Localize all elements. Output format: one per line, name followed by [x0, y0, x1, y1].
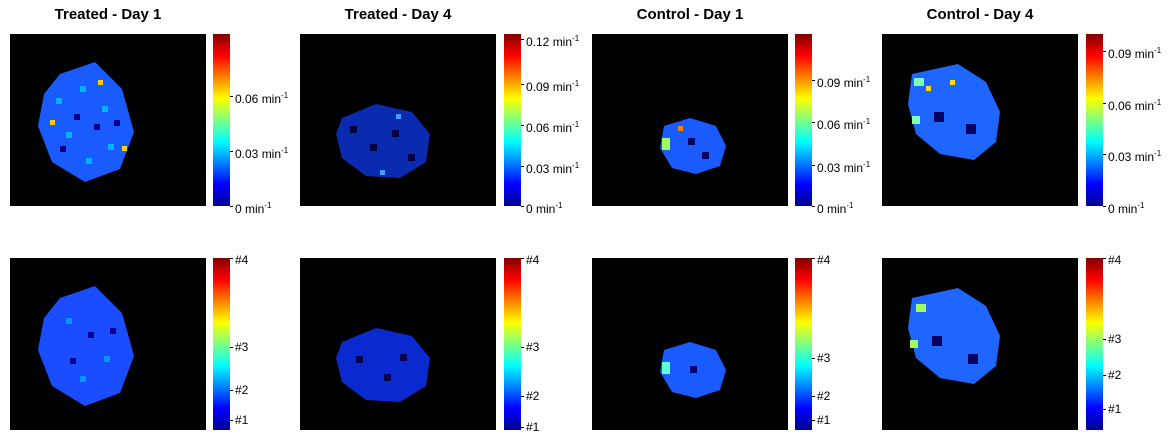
colorbar-tick-label: 0 min-1 — [235, 201, 272, 216]
colorbar-tick-label: #2 — [1108, 368, 1122, 382]
map-bottom-treated-day4 — [300, 258, 496, 430]
colorbar-tick-label: #3 — [1108, 332, 1122, 346]
colorbar-tick-mark — [812, 396, 815, 397]
colorbar-tick-label: 0.06 min-1 — [526, 120, 580, 135]
colorbar-bottom-treated-day1 — [213, 258, 230, 430]
colorbar-bottom-treated-day4 — [504, 258, 521, 430]
colorbar-tick-mark — [1103, 103, 1106, 104]
colorbar-tick-label: 0.03 min-1 — [817, 160, 871, 175]
map-top-treated-day1 — [10, 34, 206, 206]
colorbar-tick-mark — [812, 122, 815, 123]
colorbar-tick-mark — [1103, 206, 1106, 207]
panel-title-control-day4: Control - Day 4 — [926, 6, 1034, 23]
colorbar-tick-mark — [1103, 375, 1106, 376]
colorbar-tick-label: #4 — [817, 253, 831, 267]
colorbar-tick-label: #1 — [817, 413, 831, 427]
colorbar-tick-label: #4 — [1108, 253, 1122, 267]
tumor-region-control-day1 — [660, 118, 726, 174]
map-top-treated-day4 — [300, 34, 496, 206]
colorbar-tick-label: 0 min-1 — [1108, 201, 1145, 216]
colorbar-tick-mark — [521, 258, 524, 259]
tumor-region-bottom-treated-day4 — [336, 328, 430, 402]
colorbar-tick-mark — [230, 420, 233, 421]
colorbar-tick-mark — [230, 347, 233, 348]
tumor-region-treated-day1 — [38, 62, 134, 182]
colorbar-tick-mark — [521, 166, 524, 167]
colorbar-tick-mark — [230, 96, 233, 97]
colorbar-top-treated-day1 — [213, 34, 230, 206]
colorbar-tick-mark — [230, 390, 233, 391]
colorbar-tick-label: #1 — [235, 413, 249, 427]
map-bottom-control-day4 — [882, 258, 1078, 430]
tumor-region-treated-day4 — [336, 104, 430, 178]
colorbar-tick-mark — [230, 151, 233, 152]
colorbar-tick-label: #2 — [235, 383, 249, 397]
colorbar-tick-mark — [230, 258, 233, 259]
colorbar-tick-mark — [1103, 339, 1106, 340]
tumor-region-bottom-control-day1 — [660, 342, 726, 398]
tumor-region-bottom-control-day4 — [908, 288, 1000, 384]
colorbar-tick-label: #4 — [526, 253, 540, 267]
colorbar-tick-mark — [1103, 258, 1106, 259]
colorbar-tick-label: 0.09 min-1 — [526, 79, 580, 94]
colorbar-tick-label: 0.06 min-1 — [235, 91, 289, 106]
colorbar-tick-label: #1 — [1108, 402, 1122, 416]
colorbar-tick-mark — [812, 358, 815, 359]
colorbar-tick-mark — [521, 427, 524, 428]
colorbar-tick-mark — [812, 206, 815, 207]
map-top-control-day1 — [592, 34, 788, 206]
map-bottom-control-day1 — [592, 258, 788, 430]
colorbar-tick-label: 0.06 min-1 — [1108, 98, 1162, 113]
colorbar-top-control-day4 — [1086, 34, 1103, 206]
colorbar-tick-mark — [812, 420, 815, 421]
tumor-region-bottom-treated-day1 — [38, 286, 134, 406]
colorbar-tick-label: 0 min-1 — [817, 201, 854, 216]
colorbar-tick-label: 0.12 min-1 — [526, 34, 580, 49]
colorbar-tick-label: #2 — [817, 389, 831, 403]
colorbar-tick-label: 0.09 min-1 — [1108, 46, 1162, 61]
panel-title-treated-day1: Treated - Day 1 — [54, 6, 162, 23]
colorbar-top-treated-day4 — [504, 34, 521, 206]
colorbar-tick-mark — [230, 206, 233, 207]
colorbar-tick-mark — [812, 80, 815, 81]
colorbar-tick-mark — [521, 125, 524, 126]
colorbar-tick-mark — [1103, 51, 1106, 52]
colorbar-tick-mark — [521, 347, 524, 348]
colorbar-tick-label: #2 — [526, 389, 540, 403]
colorbar-bottom-control-day4 — [1086, 258, 1103, 430]
colorbar-tick-mark — [812, 258, 815, 259]
colorbar-tick-label: 0.03 min-1 — [235, 146, 289, 161]
colorbar-tick-mark — [521, 206, 524, 207]
colorbar-tick-mark — [812, 165, 815, 166]
colorbar-tick-label: #3 — [526, 340, 540, 354]
colorbar-bottom-control-day1 — [795, 258, 812, 430]
colorbar-tick-label: 0 min-1 — [526, 201, 563, 216]
colorbar-top-control-day1 — [795, 34, 812, 206]
colorbar-tick-label: 0.09 min-1 — [817, 75, 871, 90]
colorbar-tick-mark — [521, 84, 524, 85]
colorbar-tick-label: 0.03 min-1 — [526, 161, 580, 176]
colorbar-tick-label: 0.03 min-1 — [1108, 149, 1162, 164]
colorbar-tick-label: 0.06 min-1 — [817, 117, 871, 132]
colorbar-tick-mark — [521, 396, 524, 397]
colorbar-tick-mark — [1103, 409, 1106, 410]
colorbar-tick-mark — [521, 39, 524, 40]
panel-title-control-day1: Control - Day 1 — [636, 6, 744, 23]
map-top-control-day4 — [882, 34, 1078, 206]
colorbar-tick-label: #1 — [526, 420, 540, 434]
colorbar-tick-label: #4 — [235, 253, 249, 267]
colorbar-tick-label: #3 — [817, 351, 831, 365]
tumor-region-control-day4 — [908, 64, 1000, 160]
panel-title-treated-day4: Treated - Day 4 — [344, 6, 452, 23]
colorbar-tick-mark — [1103, 154, 1106, 155]
map-bottom-treated-day1 — [10, 258, 206, 430]
colorbar-tick-label: #3 — [235, 340, 249, 354]
